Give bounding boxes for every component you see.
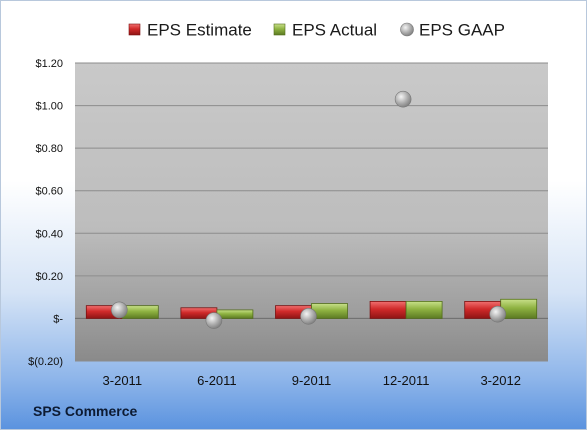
bar-eps-actual bbox=[121, 305, 159, 319]
legend-label: EPS Actual bbox=[292, 21, 377, 40]
y-tick-label: $0.60 bbox=[35, 186, 63, 198]
bar-eps-actual bbox=[216, 309, 254, 319]
marker-eps-gaap bbox=[489, 305, 507, 323]
legend-swatch-eps-estimate bbox=[128, 23, 141, 36]
y-tick-label: $(0.20) bbox=[28, 356, 63, 368]
legend-label: EPS Estimate bbox=[147, 21, 252, 40]
bar-eps-actual bbox=[500, 298, 538, 319]
marker-eps-gaap bbox=[300, 307, 317, 325]
marker-eps-gaap bbox=[394, 90, 412, 108]
marker-eps-gaap bbox=[205, 312, 223, 329]
x-tick-label: 3-2011 bbox=[103, 373, 143, 388]
x-tick-label: 12-2011 bbox=[383, 373, 430, 388]
y-tick-label: $1.00 bbox=[35, 101, 63, 113]
legend-label: EPS GAAP bbox=[419, 21, 505, 40]
x-tick-label: 9-2011 bbox=[292, 373, 332, 388]
y-tick-label: $0.80 bbox=[35, 143, 63, 155]
y-tick-label: $- bbox=[53, 313, 63, 325]
legend-swatch-eps-actual bbox=[273, 23, 286, 36]
legend-swatch-eps-gaap bbox=[400, 22, 414, 37]
y-tick-label: $0.40 bbox=[35, 228, 63, 240]
company-label: SPS Commerce bbox=[33, 403, 138, 419]
x-tick-label: 6-2011 bbox=[197, 373, 237, 388]
y-tick-label: $1.20 bbox=[35, 58, 63, 70]
bar-eps-actual bbox=[405, 300, 443, 319]
y-tick-label: $0.20 bbox=[35, 271, 63, 283]
bar-eps-actual bbox=[311, 303, 348, 319]
bar-eps-estimate bbox=[369, 300, 407, 319]
x-tick-label: 3-2012 bbox=[480, 373, 520, 388]
marker-eps-gaap bbox=[111, 301, 128, 319]
